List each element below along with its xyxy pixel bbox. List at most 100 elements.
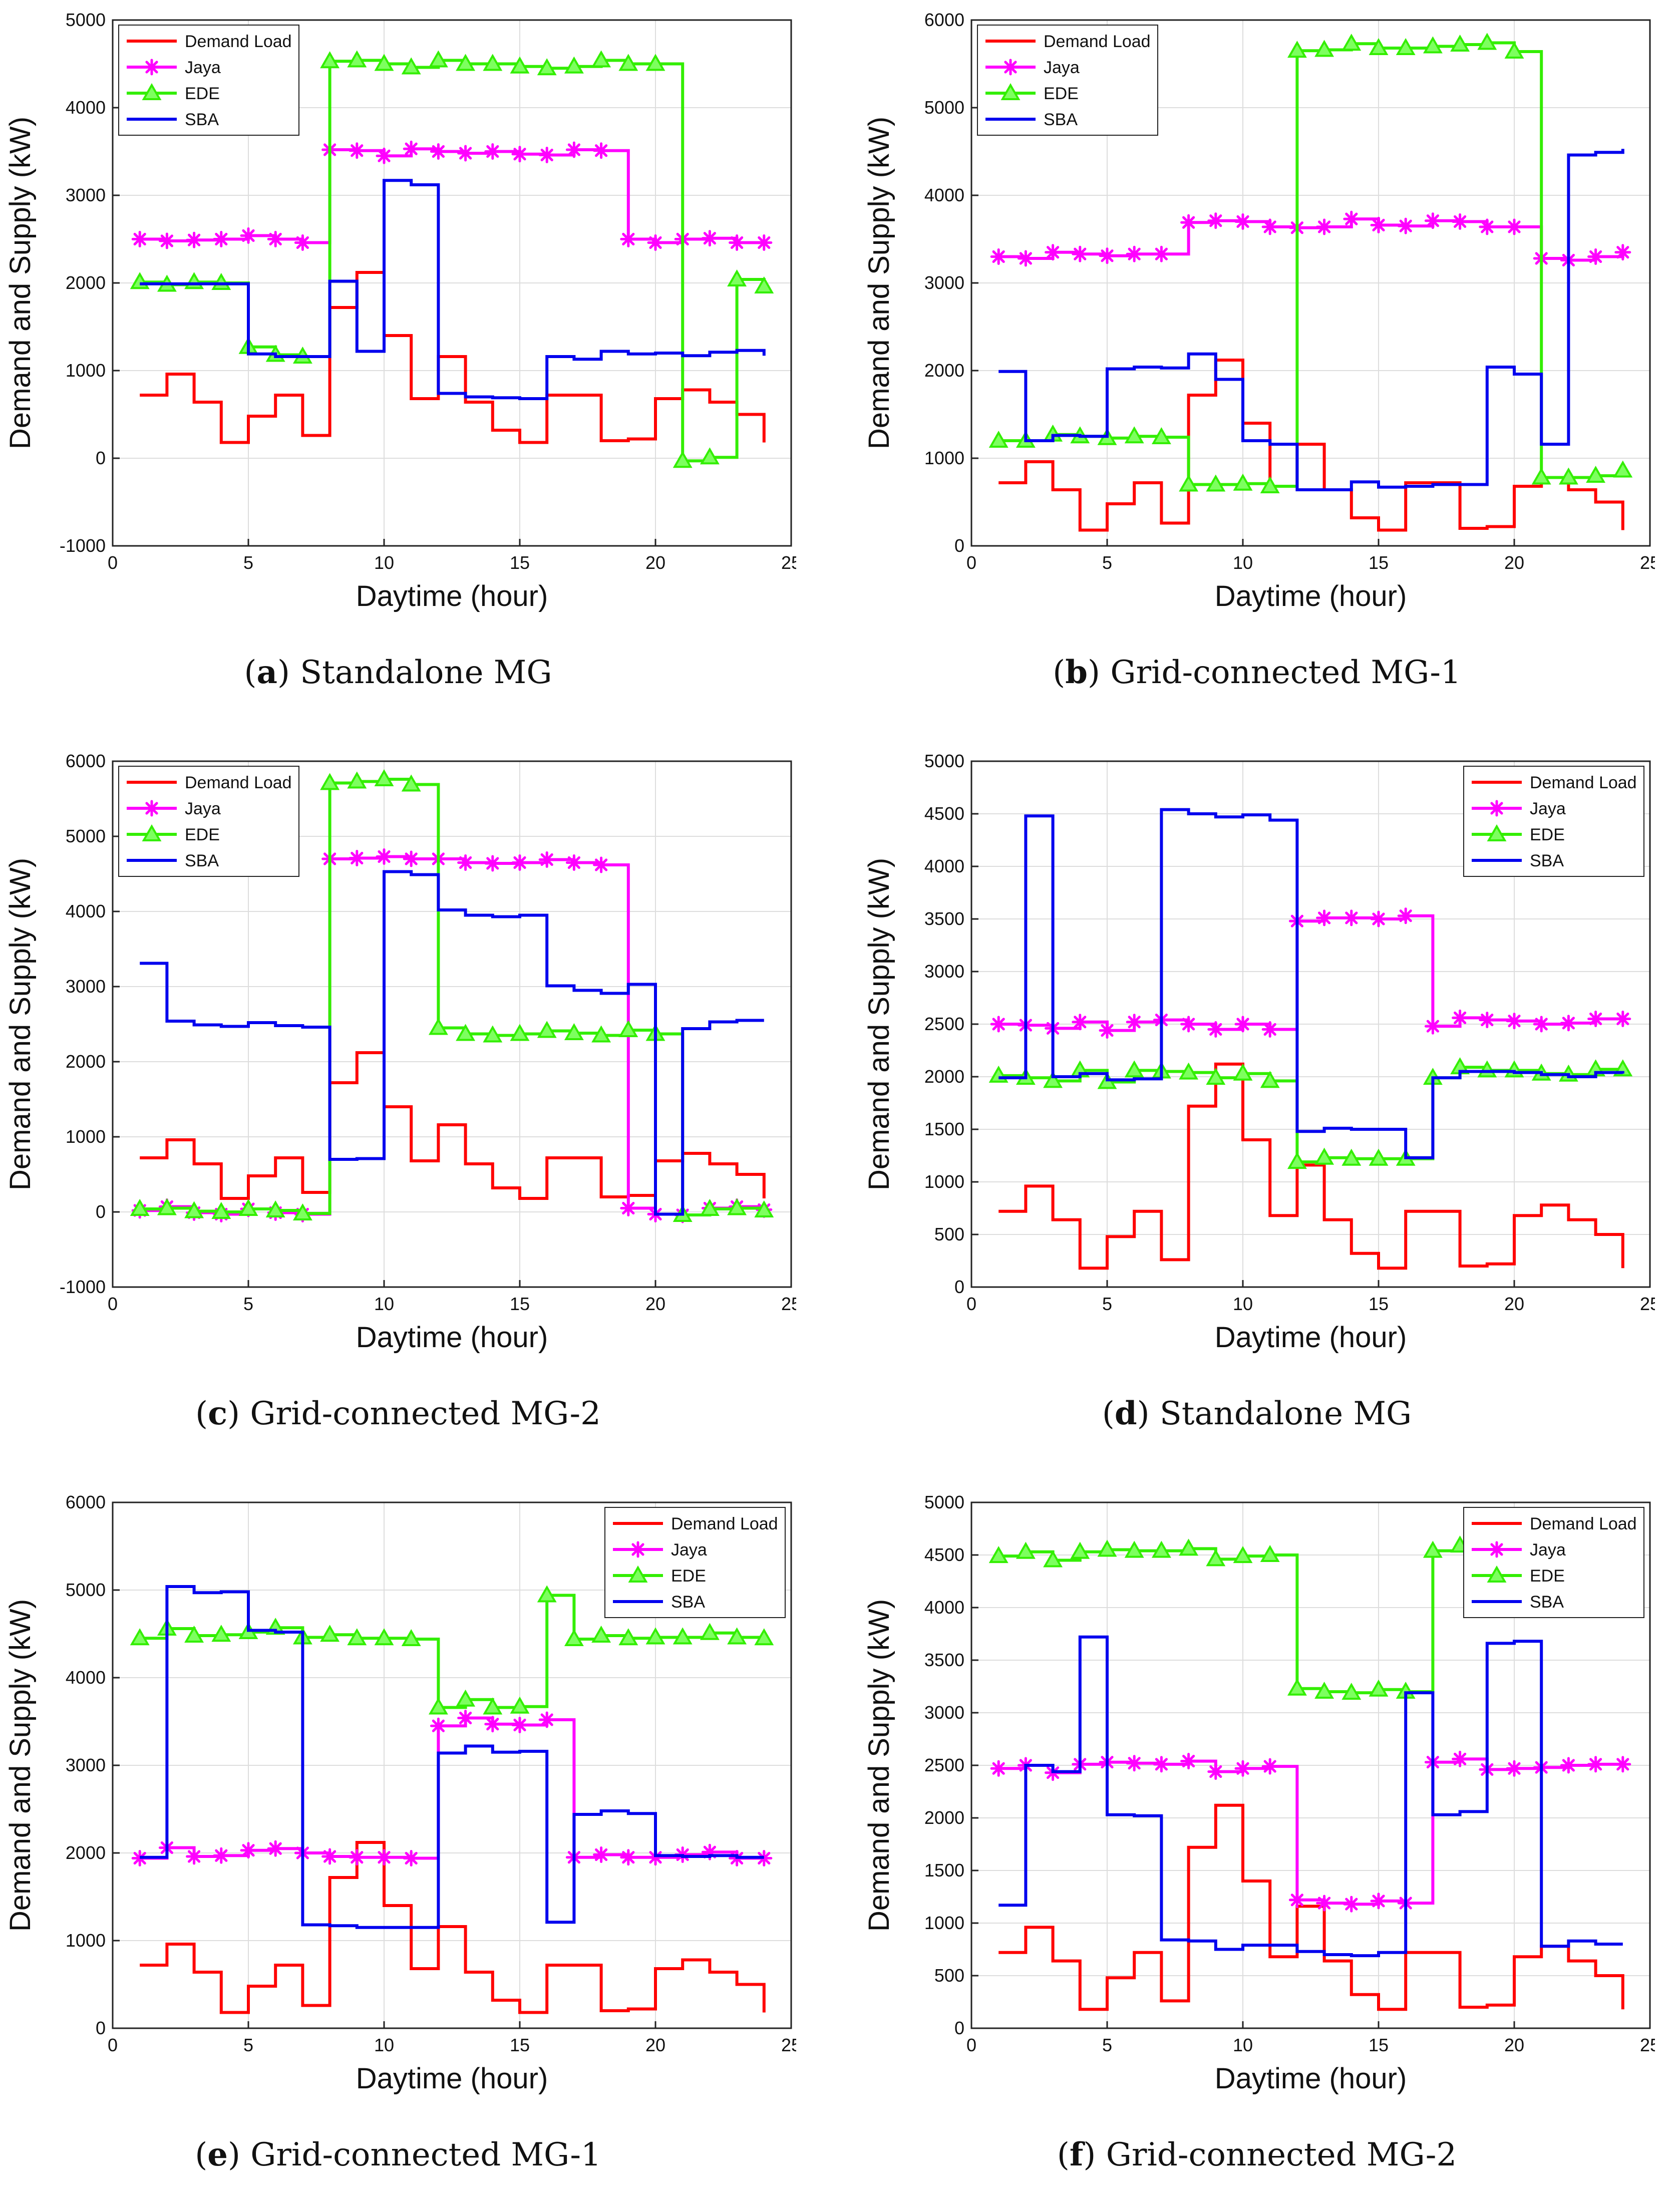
data-point bbox=[1043, 1071, 1063, 1088]
legend-label: EDE bbox=[185, 825, 220, 844]
legend: Demand Load Jaya EDE SBA bbox=[604, 1507, 786, 1618]
data-point bbox=[483, 1697, 503, 1715]
panel-caption: (e) Grid-connected MG-1 bbox=[195, 2136, 601, 2173]
data-point bbox=[1260, 1071, 1280, 1088]
y-tick-label: 0 bbox=[96, 2018, 106, 2038]
data-point bbox=[620, 1849, 637, 1866]
panel-letter: a bbox=[256, 654, 277, 691]
series-ede bbox=[988, 1057, 1633, 1169]
data-point bbox=[267, 231, 284, 247]
data-point bbox=[347, 1628, 367, 1646]
data-point bbox=[593, 142, 610, 159]
series-ede bbox=[988, 33, 1633, 493]
legend-label: Demand Load bbox=[671, 1514, 778, 1533]
chart-panel-c: 0510152025-10000100020003000400050006000… bbox=[0, 741, 796, 1442]
y-tick-label: 5000 bbox=[924, 1492, 964, 1512]
data-point bbox=[1153, 245, 1170, 262]
data-point bbox=[1126, 1755, 1143, 1772]
data-point bbox=[510, 1696, 530, 1714]
legend-box bbox=[977, 25, 1158, 136]
data-point bbox=[321, 1848, 339, 1865]
y-tick-label: 6000 bbox=[66, 1492, 106, 1512]
y-tick-label: 3000 bbox=[924, 272, 964, 293]
x-tick-label: 15 bbox=[1369, 552, 1389, 573]
data-point bbox=[1180, 214, 1197, 231]
data-point bbox=[754, 1200, 774, 1217]
data-point bbox=[727, 269, 747, 286]
chart-svg-e: 0 5 10 15 20 25 0 1000 2000 3000 4000 5000 6000 Dayti… bbox=[4, 1492, 796, 2095]
legend-box bbox=[118, 25, 299, 136]
series-line bbox=[998, 359, 1624, 532]
legend: Demand Load Jaya EDE SBA bbox=[118, 25, 299, 136]
x-tick-label: 5 bbox=[1102, 2035, 1112, 2055]
x-axis-label: Daytime (hour) bbox=[1215, 580, 1407, 612]
data-point bbox=[457, 854, 474, 871]
data-point bbox=[1180, 1753, 1197, 1770]
data-point bbox=[647, 1849, 664, 1866]
y-tick-label: 1000 bbox=[924, 1171, 964, 1192]
panel-letter: e bbox=[207, 2136, 228, 2173]
legend-box bbox=[1463, 766, 1644, 877]
chart-panel-b: 0 5 10 15 20 25 0 1000 2000 3000 4000 5000 6000 Dayti… bbox=[859, 0, 1655, 701]
legend: Demand Load Jaya EDE SBA bbox=[1463, 766, 1644, 877]
legend-item-jaya: Jaya bbox=[1472, 1540, 1566, 1559]
legend-label: Demand Load bbox=[1530, 1514, 1637, 1533]
data-point bbox=[1504, 41, 1524, 59]
legend-marker bbox=[1488, 1541, 1505, 1558]
data-point bbox=[1314, 40, 1334, 57]
legend-item-ede: EDE bbox=[127, 83, 220, 103]
data-point bbox=[1452, 1750, 1469, 1767]
legend-label: Jaya bbox=[671, 1540, 707, 1559]
x-tick-label: 5 bbox=[243, 1294, 253, 1314]
series-line bbox=[998, 914, 1623, 1032]
x-axis-label: Daytime (hour) bbox=[356, 2062, 548, 2095]
legend-marker bbox=[1487, 1565, 1507, 1583]
data-point bbox=[511, 146, 528, 163]
series-line bbox=[998, 808, 1624, 1159]
y-tick-label: 5000 bbox=[66, 826, 106, 846]
data-point bbox=[593, 1846, 610, 1863]
data-point bbox=[1587, 1011, 1604, 1027]
data-point bbox=[1531, 467, 1551, 485]
series-line bbox=[140, 1051, 766, 1200]
data-point bbox=[1124, 1060, 1144, 1078]
series-ede bbox=[130, 1585, 774, 1715]
data-point bbox=[565, 141, 582, 158]
x-tick-label: 10 bbox=[1233, 552, 1253, 573]
y-tick-label: 4000 bbox=[66, 901, 106, 921]
y-tick-label: 4000 bbox=[66, 97, 106, 118]
data-point bbox=[430, 1717, 447, 1734]
data-point bbox=[1560, 1757, 1577, 1774]
data-point bbox=[1233, 1546, 1253, 1563]
x-tick-label: 15 bbox=[510, 1294, 530, 1314]
data-point bbox=[537, 1021, 557, 1038]
data-point bbox=[211, 1625, 231, 1642]
data-point bbox=[1341, 1148, 1362, 1166]
panel-caption: (c) Grid-connected MG-2 bbox=[195, 1395, 601, 1432]
series-jaya bbox=[990, 907, 1631, 1039]
data-point bbox=[1450, 34, 1470, 52]
data-point bbox=[1452, 213, 1469, 230]
data-point bbox=[1396, 38, 1416, 55]
panel-letter: f bbox=[1069, 2136, 1084, 2173]
caption-text: Standalone MG bbox=[1159, 1395, 1412, 1432]
data-point bbox=[538, 851, 555, 868]
data-point bbox=[1479, 1012, 1496, 1029]
data-point bbox=[186, 1848, 203, 1865]
data-point bbox=[376, 848, 393, 865]
legend-marker bbox=[143, 59, 160, 76]
data-point bbox=[1126, 1014, 1143, 1031]
y-tick-label: 0 bbox=[954, 535, 964, 556]
data-point bbox=[1314, 1681, 1334, 1699]
data-point bbox=[1287, 1152, 1307, 1169]
data-point bbox=[1206, 474, 1226, 492]
x-tick-label: 0 bbox=[966, 552, 976, 573]
data-point bbox=[1613, 460, 1633, 478]
data-point bbox=[1126, 245, 1143, 262]
data-point bbox=[349, 1849, 366, 1866]
y-tick-label: 0 bbox=[96, 448, 106, 468]
series-sba bbox=[140, 179, 766, 400]
legend-item-sba: SBA bbox=[1472, 1593, 1564, 1612]
data-point bbox=[1477, 33, 1497, 50]
y-tick-label: 500 bbox=[934, 1224, 964, 1244]
